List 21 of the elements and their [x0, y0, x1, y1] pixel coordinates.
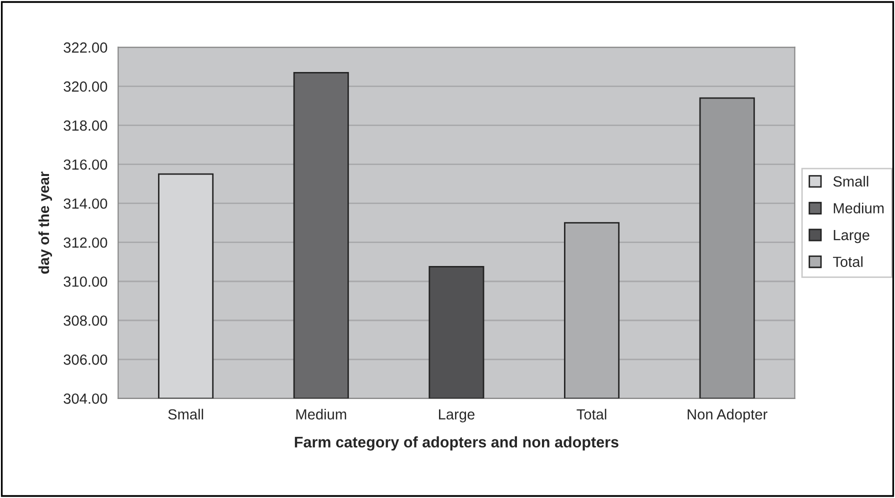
y-tick-label: 310.00: [64, 276, 108, 287]
y-tick-label: 314.00: [64, 198, 108, 209]
y-tick-label: 306.00: [64, 354, 108, 365]
y-tick-label: 308.00: [64, 315, 108, 326]
x-tick-label: Large: [439, 409, 474, 422]
x-tick-label: Small: [168, 408, 204, 420]
legend-label: Medium: [834, 202, 884, 214]
legend-label: Small: [833, 176, 868, 187]
x-tick-label: Total: [576, 408, 606, 420]
y-tick-label: 318.00: [64, 120, 108, 131]
legend-label: Large: [834, 230, 870, 244]
y-tick-label: 320.00: [64, 81, 108, 92]
y-axis-title: day of the year: [38, 172, 52, 274]
x-axis-title: Farm category of adopters and non adopters: [294, 436, 618, 451]
y-tick-label: 322.00: [64, 42, 108, 53]
x-tick-label: Medium: [296, 408, 346, 420]
x-tick-label: Non Adopter: [688, 408, 768, 422]
y-tick-label: 312.00: [64, 237, 108, 248]
y-tick-label: 304.00: [64, 394, 108, 404]
legend-label: Total: [833, 256, 862, 268]
y-tick-label: 316.00: [64, 159, 108, 170]
